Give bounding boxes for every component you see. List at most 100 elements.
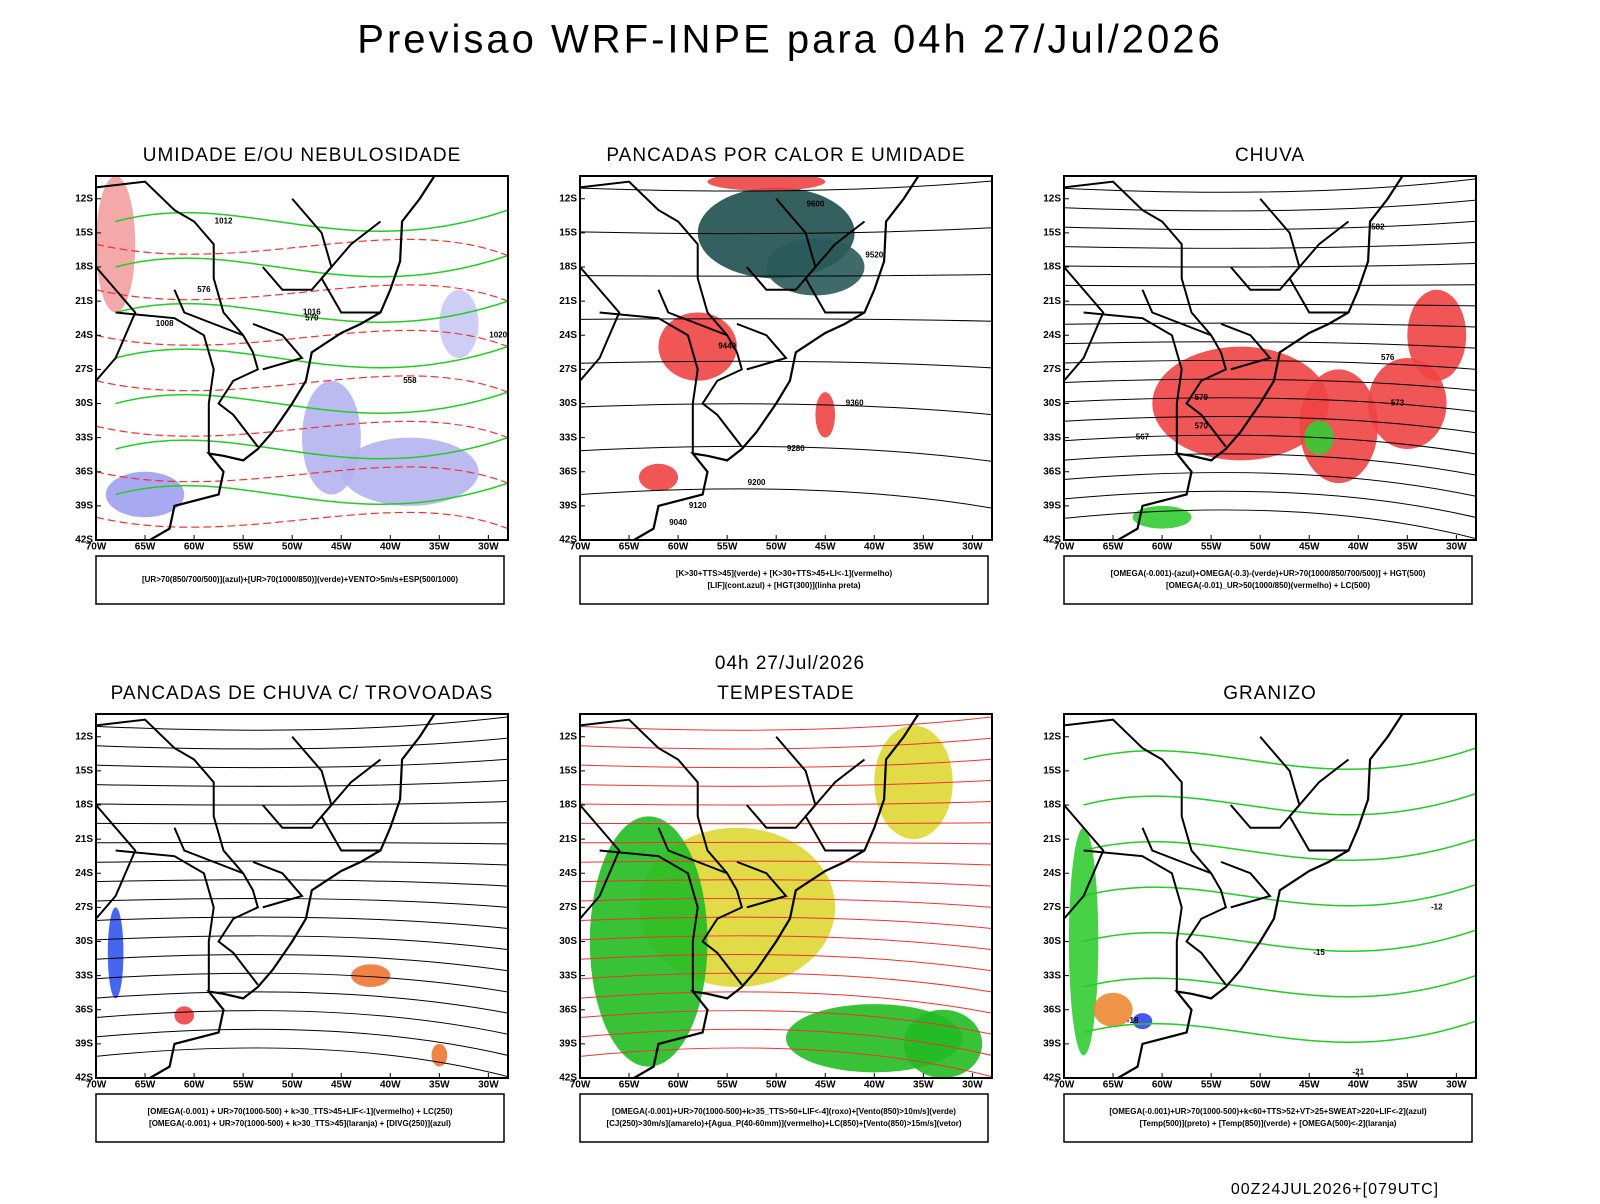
border xyxy=(1064,180,1228,448)
streamline xyxy=(1064,472,1476,497)
lat-label: 15S xyxy=(1043,766,1061,777)
streamline xyxy=(580,860,992,866)
border xyxy=(96,266,137,382)
lat-label: 33S xyxy=(559,970,577,981)
coastline xyxy=(149,176,436,540)
border xyxy=(1064,266,1105,382)
lon-label: 30W xyxy=(478,1080,499,1091)
legend-text: [Temp(500)](preto) + [Temp(850)](verde) … xyxy=(1140,1119,1397,1128)
border xyxy=(736,322,788,371)
lon-label: 65W xyxy=(135,1080,156,1091)
lon-label: 65W xyxy=(1103,1080,1124,1091)
contour-label: 582 xyxy=(1371,222,1385,231)
lat-label: 12S xyxy=(75,731,93,742)
coastline xyxy=(1117,714,1404,1078)
contour xyxy=(96,466,508,484)
lon-label: 45W xyxy=(815,542,836,553)
lat-label: 39S xyxy=(1043,1039,1061,1050)
contour xyxy=(1083,838,1476,862)
border xyxy=(1220,322,1272,371)
lon-label: 55W xyxy=(717,1080,738,1091)
lon-label: 50W xyxy=(282,1080,303,1091)
streamline xyxy=(1064,434,1476,455)
lon-label: 40W xyxy=(864,542,885,553)
lat-label: 27S xyxy=(75,902,93,913)
shaded-area xyxy=(341,437,479,506)
lon-label: 35W xyxy=(429,1080,450,1091)
lat-label: 21S xyxy=(1043,834,1061,845)
contour-label: -15 xyxy=(1313,948,1325,957)
panel-title: GRANIZO xyxy=(1223,683,1317,704)
lat-label: 36S xyxy=(1043,466,1061,477)
panel: CHUVA 582 579 576 573 570 567 12S 15S 18S 21S 24S 27… xyxy=(1043,145,1477,605)
border xyxy=(746,736,817,829)
lat-label: 12S xyxy=(1043,731,1061,742)
lon-label: 50W xyxy=(1250,1080,1271,1091)
contour-label: 579 xyxy=(1195,393,1209,402)
panel: GRANIZO -12 -15 -18 -21 12S 15S 18S 21S 24S 27S 30S… xyxy=(1043,683,1477,1143)
contour-label: 576 xyxy=(197,285,211,294)
contour-label: 576 xyxy=(1381,353,1395,362)
streamline xyxy=(96,935,508,951)
lon-label: 45W xyxy=(331,542,352,553)
lon-label: 45W xyxy=(815,1080,836,1091)
lat-label: 36S xyxy=(559,466,577,477)
legend-box xyxy=(95,555,505,605)
streamline xyxy=(1064,341,1476,349)
coastline xyxy=(633,176,920,540)
contour-label: 1012 xyxy=(215,217,233,226)
shaded-area xyxy=(815,392,836,438)
map-area xyxy=(96,714,508,1078)
contour-label: 558 xyxy=(403,376,417,385)
lat-label: 18S xyxy=(75,800,93,811)
lon-label: 40W xyxy=(1348,1080,1369,1091)
lat-label: 12S xyxy=(559,193,577,204)
lon-label: 40W xyxy=(380,542,401,553)
streamline xyxy=(580,935,992,951)
streamline xyxy=(580,916,992,930)
border xyxy=(1141,827,1212,875)
border xyxy=(173,827,244,875)
streamline xyxy=(1064,490,1476,518)
footer: 00Z24JUL2026+[079UTC] xyxy=(1231,1181,1439,1198)
contour xyxy=(1083,747,1476,771)
map-frame xyxy=(95,713,509,1079)
contour-label: 567 xyxy=(1136,433,1150,442)
streamline xyxy=(1064,284,1476,287)
streamline xyxy=(580,716,992,731)
lat-label: 42S xyxy=(75,1073,93,1084)
streamline xyxy=(96,879,508,887)
lat-label: 39S xyxy=(75,501,93,512)
legend-box xyxy=(579,1093,989,1143)
streamline xyxy=(1064,303,1476,307)
lon-label: 70W xyxy=(1054,542,1075,553)
lon-label: 65W xyxy=(1103,542,1124,553)
contour xyxy=(115,482,508,506)
contour-label: 1020 xyxy=(489,330,507,339)
border xyxy=(320,758,382,852)
streamline xyxy=(580,1028,992,1056)
shaded-area xyxy=(351,964,391,987)
border xyxy=(115,849,215,992)
contour-label: 570 xyxy=(1195,421,1209,430)
lat-label: 39S xyxy=(559,1039,577,1050)
lon-label: 45W xyxy=(331,1080,352,1091)
contour-label: 9200 xyxy=(748,478,766,487)
lat-label: 24S xyxy=(1043,330,1061,341)
panel-title: UMIDADE E/OU NEBULOSIDADE xyxy=(143,145,462,166)
shaded-area xyxy=(431,1043,448,1067)
panel: TEMPESTADE 12S 15S 18S 21S 24S 27S 30S 33S 36S 39S… xyxy=(559,683,993,1143)
lat-label: 42S xyxy=(1043,1073,1061,1084)
shaded-area xyxy=(1093,992,1133,1027)
contour-label: 9600 xyxy=(807,200,825,209)
border xyxy=(115,311,215,454)
lon-label: 35W xyxy=(429,542,450,553)
lat-label: 24S xyxy=(75,330,93,341)
lat-label: 30S xyxy=(559,936,577,947)
lon-label: 60W xyxy=(184,1080,205,1091)
streamline xyxy=(580,801,992,806)
lon-label: 35W xyxy=(913,1080,934,1091)
lon-label: 55W xyxy=(233,1080,254,1091)
lat-label: 42S xyxy=(75,535,93,546)
